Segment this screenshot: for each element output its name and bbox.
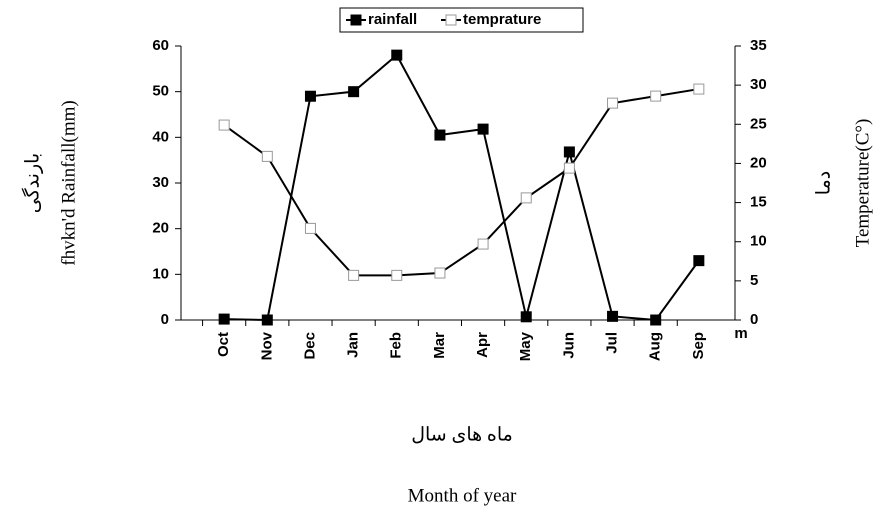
point <box>520 311 532 323</box>
x-tick-label: Apr <box>474 332 491 358</box>
point <box>477 238 489 250</box>
legend-label: rainfall <box>368 11 417 28</box>
x-tick-label: Jan <box>345 332 362 358</box>
legend-marker <box>350 14 362 26</box>
point <box>477 123 489 135</box>
y-tick-label: 20 <box>152 220 169 237</box>
point <box>607 310 619 322</box>
x-tick-label: Nov <box>258 331 275 360</box>
x-axis-label-fa: ماه های سال <box>411 424 513 445</box>
y2-tick-label: 10 <box>750 233 767 250</box>
point <box>261 150 273 162</box>
point <box>391 269 403 281</box>
x-tick-label: Jul <box>604 332 621 354</box>
y2-tick-label: 0 <box>750 311 758 328</box>
point <box>218 119 230 131</box>
series-line <box>224 53 700 322</box>
x-tick-label: Dec <box>301 332 318 360</box>
point <box>607 97 619 109</box>
y2-axis-label-fa: دما <box>813 171 834 195</box>
point <box>650 90 662 102</box>
point <box>261 314 273 326</box>
y2-axis-label: Temperature(C°) <box>852 119 873 248</box>
y-tick-label: 30 <box>152 174 169 191</box>
point <box>563 146 575 158</box>
point <box>693 83 705 95</box>
y2-tick-label: 5 <box>750 272 758 289</box>
legend-label: temprature <box>463 11 541 28</box>
x-tick-label: Sep <box>690 332 707 360</box>
x-axis-label: Month of year <box>408 485 517 506</box>
y-tick-label: 50 <box>152 83 169 100</box>
y-axis-label-fa: بارندگی <box>20 153 43 213</box>
point <box>218 313 230 325</box>
y2-tick-label: 30 <box>750 76 767 93</box>
series-line <box>223 88 700 277</box>
x-tick-label: Jun <box>560 332 577 359</box>
point <box>434 267 446 279</box>
y2-tick-label: 15 <box>750 194 767 211</box>
point <box>650 314 662 326</box>
y2-tick-label: 35 <box>750 37 767 54</box>
annotation: m <box>734 325 747 342</box>
y-axis-label: fhvkn'd Rainfall(mm) <box>58 100 79 265</box>
y-tick-label: 10 <box>152 265 169 282</box>
y2-tick-label: 20 <box>750 154 767 171</box>
y-tick-label: 60 <box>152 37 169 54</box>
legend-marker <box>445 14 457 26</box>
x-tick-label: Feb <box>388 332 405 359</box>
point <box>348 269 360 281</box>
x-tick-label: Mar <box>431 332 448 359</box>
y-tick-label: 0 <box>161 311 169 328</box>
x-tick-label: Oct <box>215 332 232 357</box>
legend-box <box>339 7 584 33</box>
point <box>563 162 575 174</box>
y2-tick-label: 25 <box>750 115 767 132</box>
y-tick-label: 40 <box>152 128 169 145</box>
point <box>693 255 705 267</box>
point <box>304 222 316 234</box>
point <box>304 90 316 102</box>
x-tick-label: May <box>517 331 534 361</box>
x-tick-label: Aug <box>647 332 664 361</box>
point <box>434 129 446 141</box>
point <box>391 49 403 61</box>
point <box>348 86 360 98</box>
point <box>520 192 532 204</box>
